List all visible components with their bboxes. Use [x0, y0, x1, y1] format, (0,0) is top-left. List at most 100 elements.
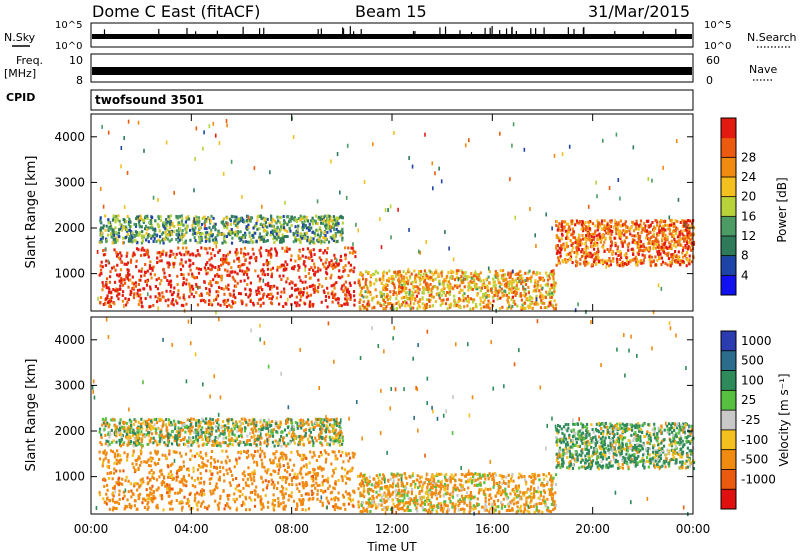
- scatter-cell: [116, 263, 119, 267]
- scatter-cell: [271, 266, 275, 270]
- scatter-cell: [596, 243, 599, 247]
- scatter-cell: [495, 274, 498, 278]
- scatter-cell: [438, 291, 441, 295]
- scatter-cell: [550, 269, 553, 273]
- scatter-cell: [457, 297, 461, 301]
- scatter-cell: [200, 222, 204, 226]
- scatter-cell: [687, 244, 690, 248]
- scatter-cell: [380, 294, 384, 298]
- scatter-cell: [692, 242, 695, 246]
- scatter-cell: [316, 473, 319, 477]
- scatter-cell: [177, 289, 180, 293]
- scatter-cell: [394, 291, 398, 295]
- scatter-cell: [508, 282, 511, 286]
- scatter-cell: [580, 227, 583, 231]
- scatter-cell: [261, 502, 264, 506]
- scatter-cell: [616, 263, 619, 267]
- scatter-cell: [386, 283, 389, 287]
- power-data: [96, 116, 696, 315]
- scatter-cell: [266, 483, 269, 487]
- scatter-cell: [344, 293, 347, 297]
- scatter-cell: [445, 279, 448, 283]
- scatter-cell: [217, 302, 220, 306]
- scatter-cell: [320, 453, 323, 457]
- scatter-cell: [349, 493, 352, 497]
- scatter-cell: [106, 472, 109, 476]
- scatter-cell: [346, 143, 349, 148]
- scatter-cell: [135, 265, 138, 269]
- scatter-cell: [185, 484, 188, 488]
- scatter-cell: [312, 496, 315, 500]
- scatter-cell: [626, 243, 629, 247]
- scatter-cell: [196, 491, 199, 495]
- scatter-cell: [140, 481, 143, 485]
- scatter-cell: [681, 259, 685, 263]
- scatter-cell: [267, 468, 270, 472]
- scatter-cell: [378, 302, 382, 306]
- scatter-cell: [271, 232, 275, 236]
- scatter-cell: [491, 290, 494, 294]
- scatter-cell: [533, 302, 536, 306]
- scatter-cell: [112, 214, 115, 218]
- scatter-cell: [245, 303, 248, 307]
- scatter-cell: [168, 254, 172, 258]
- scatter-cell: [341, 275, 344, 279]
- scatter-cell: [336, 258, 338, 263]
- scatter-cell: [330, 259, 333, 263]
- scatter-cell: [369, 283, 373, 287]
- scatter-cell: [651, 178, 653, 183]
- scatter-cell: [186, 252, 189, 256]
- scatter-cell: [483, 283, 486, 287]
- scatter-cell: [374, 269, 377, 273]
- scatter-cell: [120, 164, 122, 169]
- scatter-cell: [422, 272, 425, 276]
- scatter-cell: [436, 286, 439, 290]
- scatter-cell: [685, 264, 688, 268]
- scatter-cell: [270, 482, 273, 486]
- scatter-cell: [114, 500, 117, 504]
- scatter-cell: [276, 291, 279, 295]
- scatter-cell: [529, 276, 532, 280]
- scatter-cell: [333, 234, 336, 238]
- scatter-cell: [458, 284, 461, 288]
- scatter-cell: [228, 274, 231, 278]
- scatter-cell: [637, 231, 640, 235]
- scatter-cell: [459, 277, 462, 281]
- scatter-cell: [215, 280, 218, 284]
- scatter-cell: [154, 229, 157, 233]
- scatter-cell: [623, 253, 626, 257]
- scatter-cell: [587, 225, 590, 229]
- scatter-cell: [306, 247, 310, 251]
- scatter-cell: [259, 495, 262, 499]
- scatter-cell: [544, 283, 547, 287]
- scatter-cell: [104, 228, 107, 232]
- scatter-cell: [647, 176, 650, 181]
- scatter-cell: [208, 477, 211, 481]
- scatter-cell: [198, 285, 201, 289]
- scatter-cell: [252, 240, 255, 244]
- scatter-cell: [555, 246, 558, 250]
- scatter-cell: [165, 224, 168, 228]
- scatter-cell: [299, 468, 302, 472]
- scatter-cell: [565, 253, 568, 257]
- scatter-cell: [251, 234, 254, 238]
- scatter-cell: [184, 260, 187, 264]
- scatter-cell: [351, 251, 354, 255]
- scatter-cell: [544, 296, 548, 300]
- scatter-cell: [146, 292, 149, 297]
- scatter-cell: [550, 273, 554, 277]
- scatter-cell: [374, 288, 377, 292]
- scatter-cell: [436, 275, 439, 279]
- scatter-cell: [156, 222, 159, 226]
- scatter-cell: [264, 283, 267, 287]
- scatter-cell: [292, 135, 295, 140]
- scatter-cell: [219, 258, 223, 262]
- scatter-cell: [274, 249, 278, 253]
- scatter-cell: [621, 223, 625, 227]
- scatter-cell: [115, 287, 118, 291]
- scatter-cell: [249, 475, 252, 479]
- scatter-cell: [294, 235, 297, 239]
- scatter-cell: [305, 465, 308, 469]
- scatter-cell: [246, 450, 249, 454]
- scatter-cell: [462, 296, 465, 300]
